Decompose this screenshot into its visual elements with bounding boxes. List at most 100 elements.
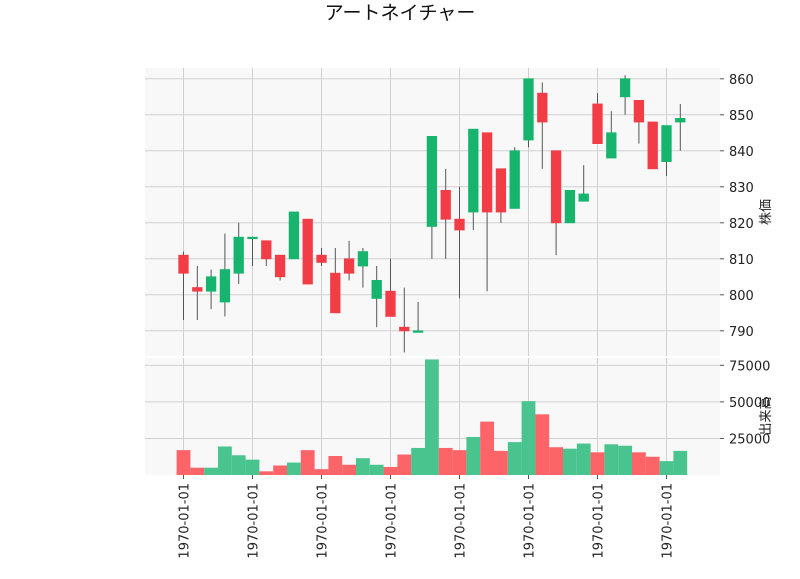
x-tick-label: 1970-01-01: [247, 483, 262, 559]
volume-bar: [314, 469, 329, 475]
price-tick-label: 800: [729, 289, 754, 304]
price-tick-label: 840: [729, 145, 754, 160]
candle-body-down: [481, 132, 493, 213]
volume-bar: [300, 450, 315, 475]
candle-body-up: [288, 211, 300, 260]
volume-bar: [231, 455, 246, 475]
volume-bar: [397, 454, 412, 475]
candle-body-down: [274, 254, 286, 278]
axes: 790 800 810 820 830 840 850 860 25000 50000 75000 1…: [178, 73, 771, 559]
candle-body-up: [675, 118, 686, 123]
volume-bar: [535, 414, 550, 475]
price-tick-label: 830: [729, 181, 754, 196]
volume-bar: [645, 456, 660, 475]
volume-bar: [383, 466, 398, 475]
volume-bar: [494, 450, 508, 475]
volume-bar: [673, 450, 688, 475]
volume-axis-label: 出来高: [758, 396, 774, 435]
x-tick-label: 1970-01-01: [178, 483, 193, 559]
price-axis-label: 株価: [759, 199, 774, 225]
x-tick-label: 1970-01-01: [661, 483, 676, 559]
candle-body-down: [454, 218, 465, 231]
candle-body-up: [412, 330, 424, 333]
volume-bar: [466, 436, 481, 475]
candle-body-up: [205, 276, 217, 292]
candle-body-down: [647, 121, 658, 170]
volume-bar: [590, 452, 605, 475]
candle-body-down: [550, 150, 562, 224]
candle-body-down: [330, 272, 341, 314]
volume-bar: [328, 455, 343, 475]
candle-body-down: [495, 168, 507, 213]
x-tick-label: 1970-01-01: [592, 483, 607, 559]
candle-body-down: [302, 218, 313, 285]
volume-bar: [204, 467, 218, 475]
candle-body-down: [261, 240, 272, 260]
volume-tick-label: 25000: [729, 432, 770, 447]
candle-body-down: [385, 290, 396, 317]
candle-body-up: [523, 78, 534, 141]
candle-body-up: [371, 279, 382, 299]
volume-bar: [507, 442, 522, 475]
candle-body-up: [219, 269, 231, 303]
volume-bar: [521, 401, 536, 475]
volume-bar: [287, 462, 301, 475]
volume-bar: [452, 450, 467, 475]
volume-bars: [176, 359, 688, 475]
candle-body-up: [564, 189, 576, 224]
volume-bar: [438, 447, 453, 475]
price-tick-label: 790: [729, 325, 754, 340]
candle-body-down: [316, 254, 327, 263]
volume-tick-label: 75000: [729, 359, 770, 374]
candle-body-down: [592, 103, 603, 144]
volume-tick-label: 50000: [729, 396, 770, 411]
candle-body-up: [357, 251, 369, 267]
candle-body-up: [661, 125, 672, 162]
chart-title: アートネイチャー: [324, 2, 476, 24]
volume-bar: [632, 452, 646, 475]
volume-bar: [549, 447, 563, 475]
x-tick-label: 1970-01-01: [385, 483, 400, 559]
x-tick-label: 1970-01-01: [523, 483, 538, 559]
volume-bar: [273, 465, 287, 475]
candle-body-up: [619, 78, 631, 98]
candlesticks: [178, 75, 686, 353]
x-tick-label: 1970-01-01: [454, 483, 469, 559]
candle-body-down: [537, 92, 548, 123]
volume-bar: [411, 447, 425, 475]
candle-body-down: [633, 100, 645, 123]
candle-body-down: [178, 254, 189, 274]
candle-body-up: [606, 132, 617, 159]
volume-bar: [259, 471, 274, 475]
volume-bar: [190, 467, 205, 475]
candle-body-up: [468, 128, 479, 213]
volume-bar: [356, 458, 370, 475]
volume-bar: [176, 450, 191, 475]
volume-bar: [245, 459, 260, 475]
candle-body-up: [578, 193, 589, 202]
volume-bar: [425, 359, 439, 475]
x-tick-label: 1970-01-01: [316, 483, 331, 559]
volume-bar: [480, 421, 494, 475]
price-tick-label: 860: [729, 73, 754, 88]
candle-body-up: [247, 236, 258, 240]
candle-body-down: [343, 258, 355, 274]
price-tick-label: 820: [729, 217, 754, 232]
volume-bar: [563, 448, 577, 475]
candle-body-up: [233, 236, 244, 274]
price-tick-label: 850: [729, 109, 754, 124]
price-tick-label: 810: [729, 253, 754, 268]
candle-body-down: [399, 326, 410, 332]
volume-bar: [218, 446, 232, 475]
volume-bar: [659, 461, 674, 475]
candle-body-down: [440, 189, 451, 220]
candle-body-up: [426, 135, 438, 227]
candle-body-up: [509, 150, 520, 209]
volume-bar: [604, 444, 619, 475]
volume-bar: [369, 464, 384, 475]
volume-bar: [618, 445, 632, 475]
candle-body-down: [192, 287, 203, 292]
volume-bar: [576, 443, 591, 475]
